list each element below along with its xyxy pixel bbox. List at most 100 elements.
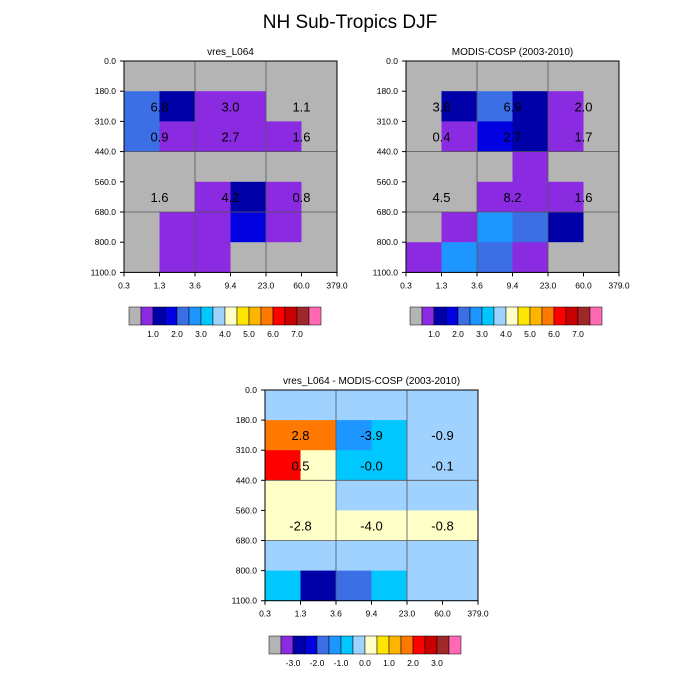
heatmap-cell: [406, 121, 442, 152]
heatmap-cell: [301, 91, 338, 122]
colorbar-swatch: [388, 635, 402, 655]
heatmap-cell: [301, 61, 338, 92]
heatmap-cell: [441, 151, 478, 183]
heatmap-cell: [407, 420, 443, 451]
colorbar-label: 7.0: [572, 329, 584, 339]
heatmap-cell: [442, 540, 479, 571]
y-tick-label: 180.0: [377, 86, 399, 96]
heatmap-cell: [512, 91, 549, 122]
block-value-label: 1.6: [150, 190, 168, 205]
heatmap-cell: [512, 242, 549, 273]
y-tick-label: 800.0: [95, 237, 117, 247]
colorbar-swatch: [200, 306, 214, 326]
heatmap-cell: [583, 61, 620, 92]
heatmap-cell: [477, 91, 513, 122]
heatmap-cell: [265, 570, 301, 602]
heatmap-cell: [300, 570, 337, 602]
heatmap-cell: [406, 151, 442, 183]
block-value-label: -3.9: [360, 428, 382, 443]
block-value-label: -0.8: [431, 518, 453, 533]
y-tick-label: 0.0: [104, 56, 116, 66]
heatmap-cell: [371, 540, 408, 571]
heatmap-cell: [477, 242, 513, 273]
y-tick-label: 1100.0: [91, 267, 117, 277]
heatmap-cell: [336, 390, 372, 421]
heatmap-cell: [124, 61, 160, 92]
x-tick-label: 3.6: [471, 280, 483, 290]
heatmap-cell: [124, 181, 160, 213]
heatmap-cell: [442, 480, 479, 511]
y-tick-label: 680.0: [236, 536, 258, 546]
heatmap-cell: [301, 242, 338, 273]
heatmap-cell: [477, 212, 513, 243]
heatmap-cell: [195, 212, 231, 243]
colorbar-swatch: [424, 635, 438, 655]
heatmap-cell: [266, 181, 302, 213]
colorbar-swatch: [364, 635, 378, 655]
x-tick-label: 23.0: [540, 280, 557, 290]
heatmap-cell: [124, 151, 160, 183]
heatmap-cell: [195, 121, 231, 152]
x-tick-label: 9.4: [225, 280, 237, 290]
block-value-label: 3.8: [432, 99, 450, 114]
block-value-label: -0.1: [431, 458, 453, 473]
heatmap-cell: [300, 390, 337, 421]
colorbar-swatch: [284, 306, 298, 326]
colorbar-label: 1.0: [383, 658, 395, 668]
colorbar-swatch: [553, 306, 567, 326]
colorbar-swatch: [152, 306, 166, 326]
heatmap-cell: [300, 510, 337, 541]
colorbar-label: -1.0: [334, 658, 349, 668]
heatmap-cell: [407, 540, 443, 571]
colorbar-label: 5.0: [524, 329, 536, 339]
heatmap-cell: [159, 61, 196, 92]
colorbar-label: 1.0: [428, 329, 440, 339]
heatmap-cell: [406, 181, 442, 213]
panel-title: vres_L064: [207, 47, 254, 58]
heatmap-cell: [512, 121, 549, 152]
panel-difference: vres_L064 - MODIS-COSP (2003-2010) 0.0 180…: [232, 376, 489, 668]
colorbar-label: 7.0: [291, 329, 303, 339]
heatmap-cell: [301, 181, 338, 213]
colorbar-label: 6.0: [267, 329, 279, 339]
heatmap-cell: [265, 420, 301, 451]
block-value-label: -4.0: [360, 518, 382, 533]
colorbar-swatch: [176, 306, 190, 326]
colorbar-swatch: [589, 306, 603, 326]
colorbar-swatch: [292, 635, 306, 655]
heatmap-cell: [301, 151, 338, 183]
heatmap-cell: [477, 61, 513, 92]
heatmap-cell: [371, 450, 408, 481]
heatmap-cell: [371, 570, 408, 602]
block-value-label: 1.6: [292, 130, 310, 145]
x-tick-label: 379.0: [608, 280, 630, 290]
block-value-label: -2.8: [289, 518, 311, 533]
y-tick-label: 1100.0: [373, 267, 399, 277]
heatmap-cell: [265, 510, 301, 541]
y-tick-label: 1100.0: [232, 596, 258, 606]
heatmap-cell: [442, 570, 479, 602]
heatmap-cell: [441, 61, 478, 92]
colorbar-swatch: [433, 306, 447, 326]
colorbar-swatch: [224, 306, 238, 326]
heatmap-cell: [266, 151, 302, 183]
x-tick-label: 9.4: [507, 280, 519, 290]
heatmap-cell: [266, 121, 302, 152]
heatmap-cell: [548, 242, 584, 273]
block-value-label: 4.5: [432, 190, 450, 205]
heatmap-cell: [195, 242, 231, 273]
colorbar-swatch: [140, 306, 154, 326]
colorbar-swatch: [529, 306, 543, 326]
y-tick-label: 440.0: [95, 147, 117, 157]
heatmap-cell: [477, 181, 513, 213]
colorbar-swatch: [577, 306, 591, 326]
heatmap-cell: [265, 480, 301, 511]
colorbar-swatch: [400, 635, 414, 655]
heatmap-cell: [406, 91, 442, 122]
x-tick-label: 379.0: [467, 609, 489, 619]
heatmap-cell: [301, 121, 338, 152]
x-tick-label: 23.0: [399, 609, 416, 619]
colorbar-label: 3.0: [476, 329, 488, 339]
heatmap-cell: [371, 420, 408, 451]
colorbar-label: -3.0: [286, 658, 301, 668]
